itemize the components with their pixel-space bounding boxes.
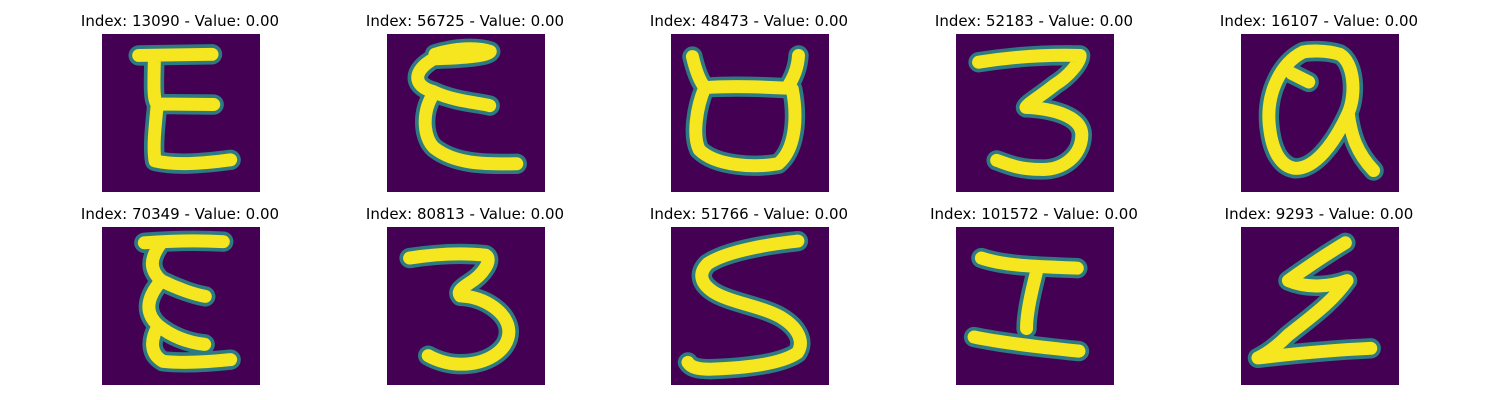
- character-glyph: [387, 227, 545, 385]
- character-image: [387, 227, 545, 385]
- image-panel: Index: 48473 - Value: 0.00: [599, 11, 899, 204]
- character-glyph: [102, 227, 260, 385]
- glyph-stroke: [403, 247, 516, 371]
- image-panel: Index: 13090 - Value: 0.00: [30, 11, 330, 204]
- glyph-stroke: [411, 42, 524, 171]
- character-image: [671, 227, 829, 385]
- glyph-stroke: [967, 251, 1086, 358]
- image-panel: Index: 56725 - Value: 0.00: [315, 11, 615, 204]
- character-image: [102, 227, 260, 385]
- image-panel: Index: 9293 - Value: 0.00: [1169, 204, 1469, 397]
- panel-title: Index: 48473 - Value: 0.00: [649, 12, 849, 30]
- character-glyph: [671, 34, 829, 192]
- image-panel: Index: 51766 - Value: 0.00: [599, 204, 899, 397]
- image-panel: Index: 70349 - Value: 0.00: [30, 204, 330, 397]
- glyph-stroke: [681, 234, 807, 376]
- panel-title: Index: 101572 - Value: 0.00: [930, 205, 1138, 223]
- character-image: [1241, 227, 1399, 385]
- character-image: [956, 34, 1114, 192]
- panel-title: Index: 9293 - Value: 0.00: [1224, 205, 1414, 223]
- panel-title: Index: 13090 - Value: 0.00: [80, 12, 280, 30]
- image-panel: Index: 16107 - Value: 0.00: [1169, 11, 1469, 204]
- glyph-stroke: [1262, 44, 1381, 178]
- character-image: [1241, 34, 1399, 192]
- character-glyph: [1241, 227, 1399, 385]
- panel-title: Index: 51766 - Value: 0.00: [649, 205, 849, 223]
- character-glyph: [956, 227, 1114, 385]
- character-image: [956, 227, 1114, 385]
- glyph-stroke: [137, 234, 238, 369]
- glyph-stroke: [1251, 236, 1378, 365]
- panel-title: Index: 16107 - Value: 0.00: [1219, 12, 1419, 30]
- panel-title: Index: 80813 - Value: 0.00: [365, 205, 565, 223]
- character-glyph: [671, 227, 829, 385]
- image-panel: Index: 101572 - Value: 0.00: [884, 204, 1184, 397]
- character-glyph: [102, 34, 260, 192]
- glyph-stroke: [132, 47, 238, 171]
- glyph-stroke: [972, 48, 1089, 176]
- character-glyph: [387, 34, 545, 192]
- character-image: [671, 34, 829, 192]
- character-glyph: [956, 34, 1114, 192]
- image-panel: Index: 52183 - Value: 0.00: [884, 11, 1184, 204]
- panel-title: Index: 56725 - Value: 0.00: [365, 12, 565, 30]
- panel-title: Index: 52183 - Value: 0.00: [934, 12, 1134, 30]
- character-glyph: [1241, 34, 1399, 192]
- character-image: [387, 34, 545, 192]
- character-image: [102, 34, 260, 192]
- glyph-stroke: [685, 48, 806, 173]
- image-panel: Index: 80813 - Value: 0.00: [315, 204, 615, 397]
- panel-title: Index: 70349 - Value: 0.00: [80, 205, 280, 223]
